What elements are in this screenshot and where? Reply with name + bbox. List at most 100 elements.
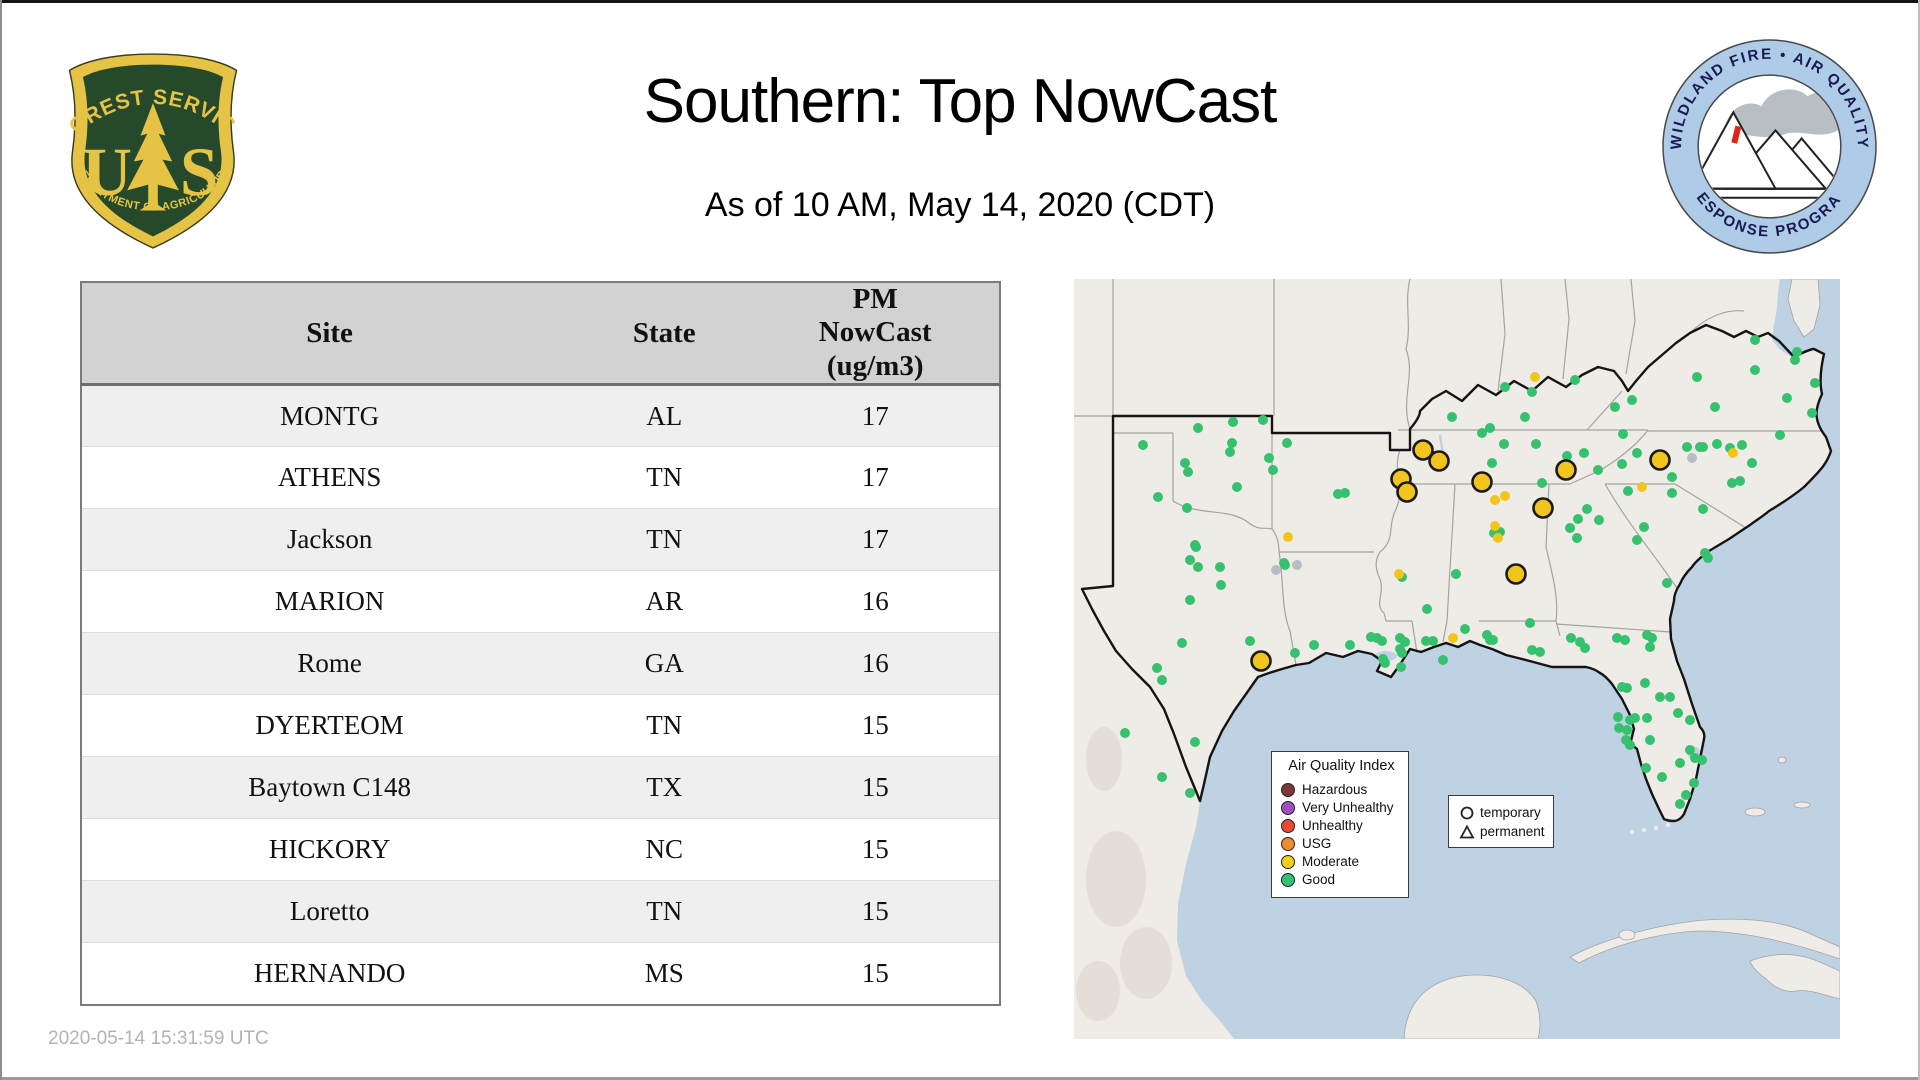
column-header-pm-nowcast: PM NowCast (ug/m3) <box>751 282 1000 387</box>
moderate-monitor-dot <box>1448 633 1458 643</box>
moderate-monitor-dot <box>1637 482 1647 492</box>
generated-timestamp: 2020-05-14 15:31:59 UTC <box>48 1028 269 1049</box>
pm-value-cell: 16 <box>751 632 1000 695</box>
moderate-monitor-dots <box>1283 372 1738 643</box>
good-monitor-dot <box>1727 478 1737 488</box>
aqi-legend-label: Moderate <box>1302 853 1360 869</box>
temporary-circle-icon <box>1460 806 1474 819</box>
table-row: HERNANDO MS 15 <box>81 942 1000 1005</box>
legend-row-permanent: permanent <box>1459 822 1547 841</box>
bahamas-islet-1 <box>1777 756 1787 764</box>
good-monitor-dot <box>1280 560 1290 570</box>
aqi-legend-title: Air Quality Index <box>1288 758 1395 774</box>
good-monitor-dot <box>1488 635 1498 645</box>
state-cell: TN <box>577 446 752 509</box>
pm-value-cell: 15 <box>751 818 1000 881</box>
moderate-monitor-dot <box>1500 491 1510 501</box>
good-monitor-dot <box>1282 438 1292 448</box>
good-monitor-dot <box>1782 393 1792 403</box>
good-monitor-dot <box>1225 447 1235 457</box>
good-monitor-dot <box>1681 790 1691 800</box>
site-cell: Jackson <box>81 508 578 571</box>
bahamas-islet-2 <box>1793 801 1811 809</box>
moderate-monitor-dot <box>1493 533 1503 543</box>
column-header-site: Site <box>81 282 578 387</box>
aqi-color-swatch <box>1281 800 1295 815</box>
good-monitor-dot <box>1182 503 1192 513</box>
table-row: DYERTEOM TN 15 <box>81 694 1000 757</box>
left-edge-bar <box>0 0 2 1080</box>
good-monitor-dot <box>1750 365 1760 375</box>
good-monitor-dot <box>1460 624 1470 634</box>
site-cell: Baytown C148 <box>81 756 578 819</box>
southeast-us-map <box>1074 279 1840 1039</box>
state-cell: AR <box>577 570 752 633</box>
good-monitor-dot <box>1712 439 1722 449</box>
pm-value-cell: 15 <box>751 756 1000 819</box>
bottom-edge-bar <box>0 1077 1920 1080</box>
good-monitor-dot <box>1810 378 1820 388</box>
site-cell: Rome <box>81 632 578 695</box>
good-monitor-dot <box>1675 758 1685 768</box>
table-row: ATHENS TN 17 <box>81 446 1000 509</box>
good-monitor-dot <box>1614 723 1624 733</box>
aqi-legend-item: Hazardous <box>1281 781 1402 799</box>
good-monitor-dot <box>1580 643 1590 653</box>
shield-letter-u: U <box>82 133 132 210</box>
temporary-moderate-monitor <box>1555 459 1577 481</box>
aqi-legend: Air Quality Index Hazardous Very Unhealth… <box>1271 751 1409 898</box>
smoke-plume <box>1725 89 1840 137</box>
good-monitor-dot <box>1639 522 1649 532</box>
good-monitor-dot <box>1735 476 1745 486</box>
state-cell: AL <box>577 384 752 447</box>
page-title: Southern: Top NowCast <box>643 67 1278 136</box>
good-monitor-dot <box>1421 636 1431 646</box>
good-monitor-dot <box>1617 459 1627 469</box>
good-monitor-dot <box>1499 439 1509 449</box>
temporary-moderate-monitor <box>1412 439 1434 461</box>
good-monitor-dot <box>1177 638 1187 648</box>
good-monitor-dot <box>1703 553 1713 563</box>
good-monitor-dot <box>1190 737 1200 747</box>
good-monitor-dot <box>1228 417 1238 427</box>
good-monitor-dot <box>1775 430 1785 440</box>
temporary-moderate-monitor <box>1505 563 1527 585</box>
good-monitor-dot <box>1138 440 1148 450</box>
aqi-legend-label: Hazardous <box>1302 781 1368 797</box>
unknown-monitor-dot <box>1292 560 1302 570</box>
pm-value-cell: 16 <box>751 570 1000 633</box>
good-monitor-dot <box>1191 542 1201 552</box>
good-monitor-dot <box>1227 438 1237 448</box>
good-monitor-dot <box>1790 355 1800 365</box>
good-monitor-dot <box>1622 683 1632 693</box>
good-monitor-dot <box>1185 788 1195 798</box>
good-monitor-dot <box>1645 735 1655 745</box>
pm-value-cell: 15 <box>751 880 1000 943</box>
top-edge-bar <box>0 0 1920 3</box>
good-monitor-dot <box>1157 675 1167 685</box>
good-monitor-dot <box>1264 453 1274 463</box>
unknown-monitor-dot <box>1687 453 1697 463</box>
hispaniola-island <box>1749 954 1840 1000</box>
temporary-moderate-monitor <box>1250 650 1272 672</box>
good-monitor-dot <box>1396 662 1406 672</box>
moderate-monitor-dot <box>1728 448 1738 458</box>
good-monitor-dot <box>1655 692 1665 702</box>
site-cell: HERNANDO <box>81 942 578 1005</box>
good-monitor-dot <box>1792 347 1802 357</box>
fire-mark-icon <box>1731 125 1742 144</box>
pm-value-cell: 17 <box>751 446 1000 509</box>
temporary-moderate-monitor <box>1649 449 1671 471</box>
good-monitor-dot <box>1641 763 1651 773</box>
good-monitor-dot <box>1642 713 1652 723</box>
aqi-legend-item: Good <box>1281 871 1402 889</box>
pine-tree-icon <box>127 103 179 211</box>
good-monitor-dot <box>1438 655 1448 665</box>
good-monitor-dot <box>1290 648 1300 658</box>
good-monitor-dot <box>1572 533 1582 543</box>
shield-letter-s: S <box>180 133 218 210</box>
good-monitor-dot <box>1537 478 1547 488</box>
table-row: Jackson TN 17 <box>81 508 1000 571</box>
good-monitor-dot <box>1525 618 1535 628</box>
